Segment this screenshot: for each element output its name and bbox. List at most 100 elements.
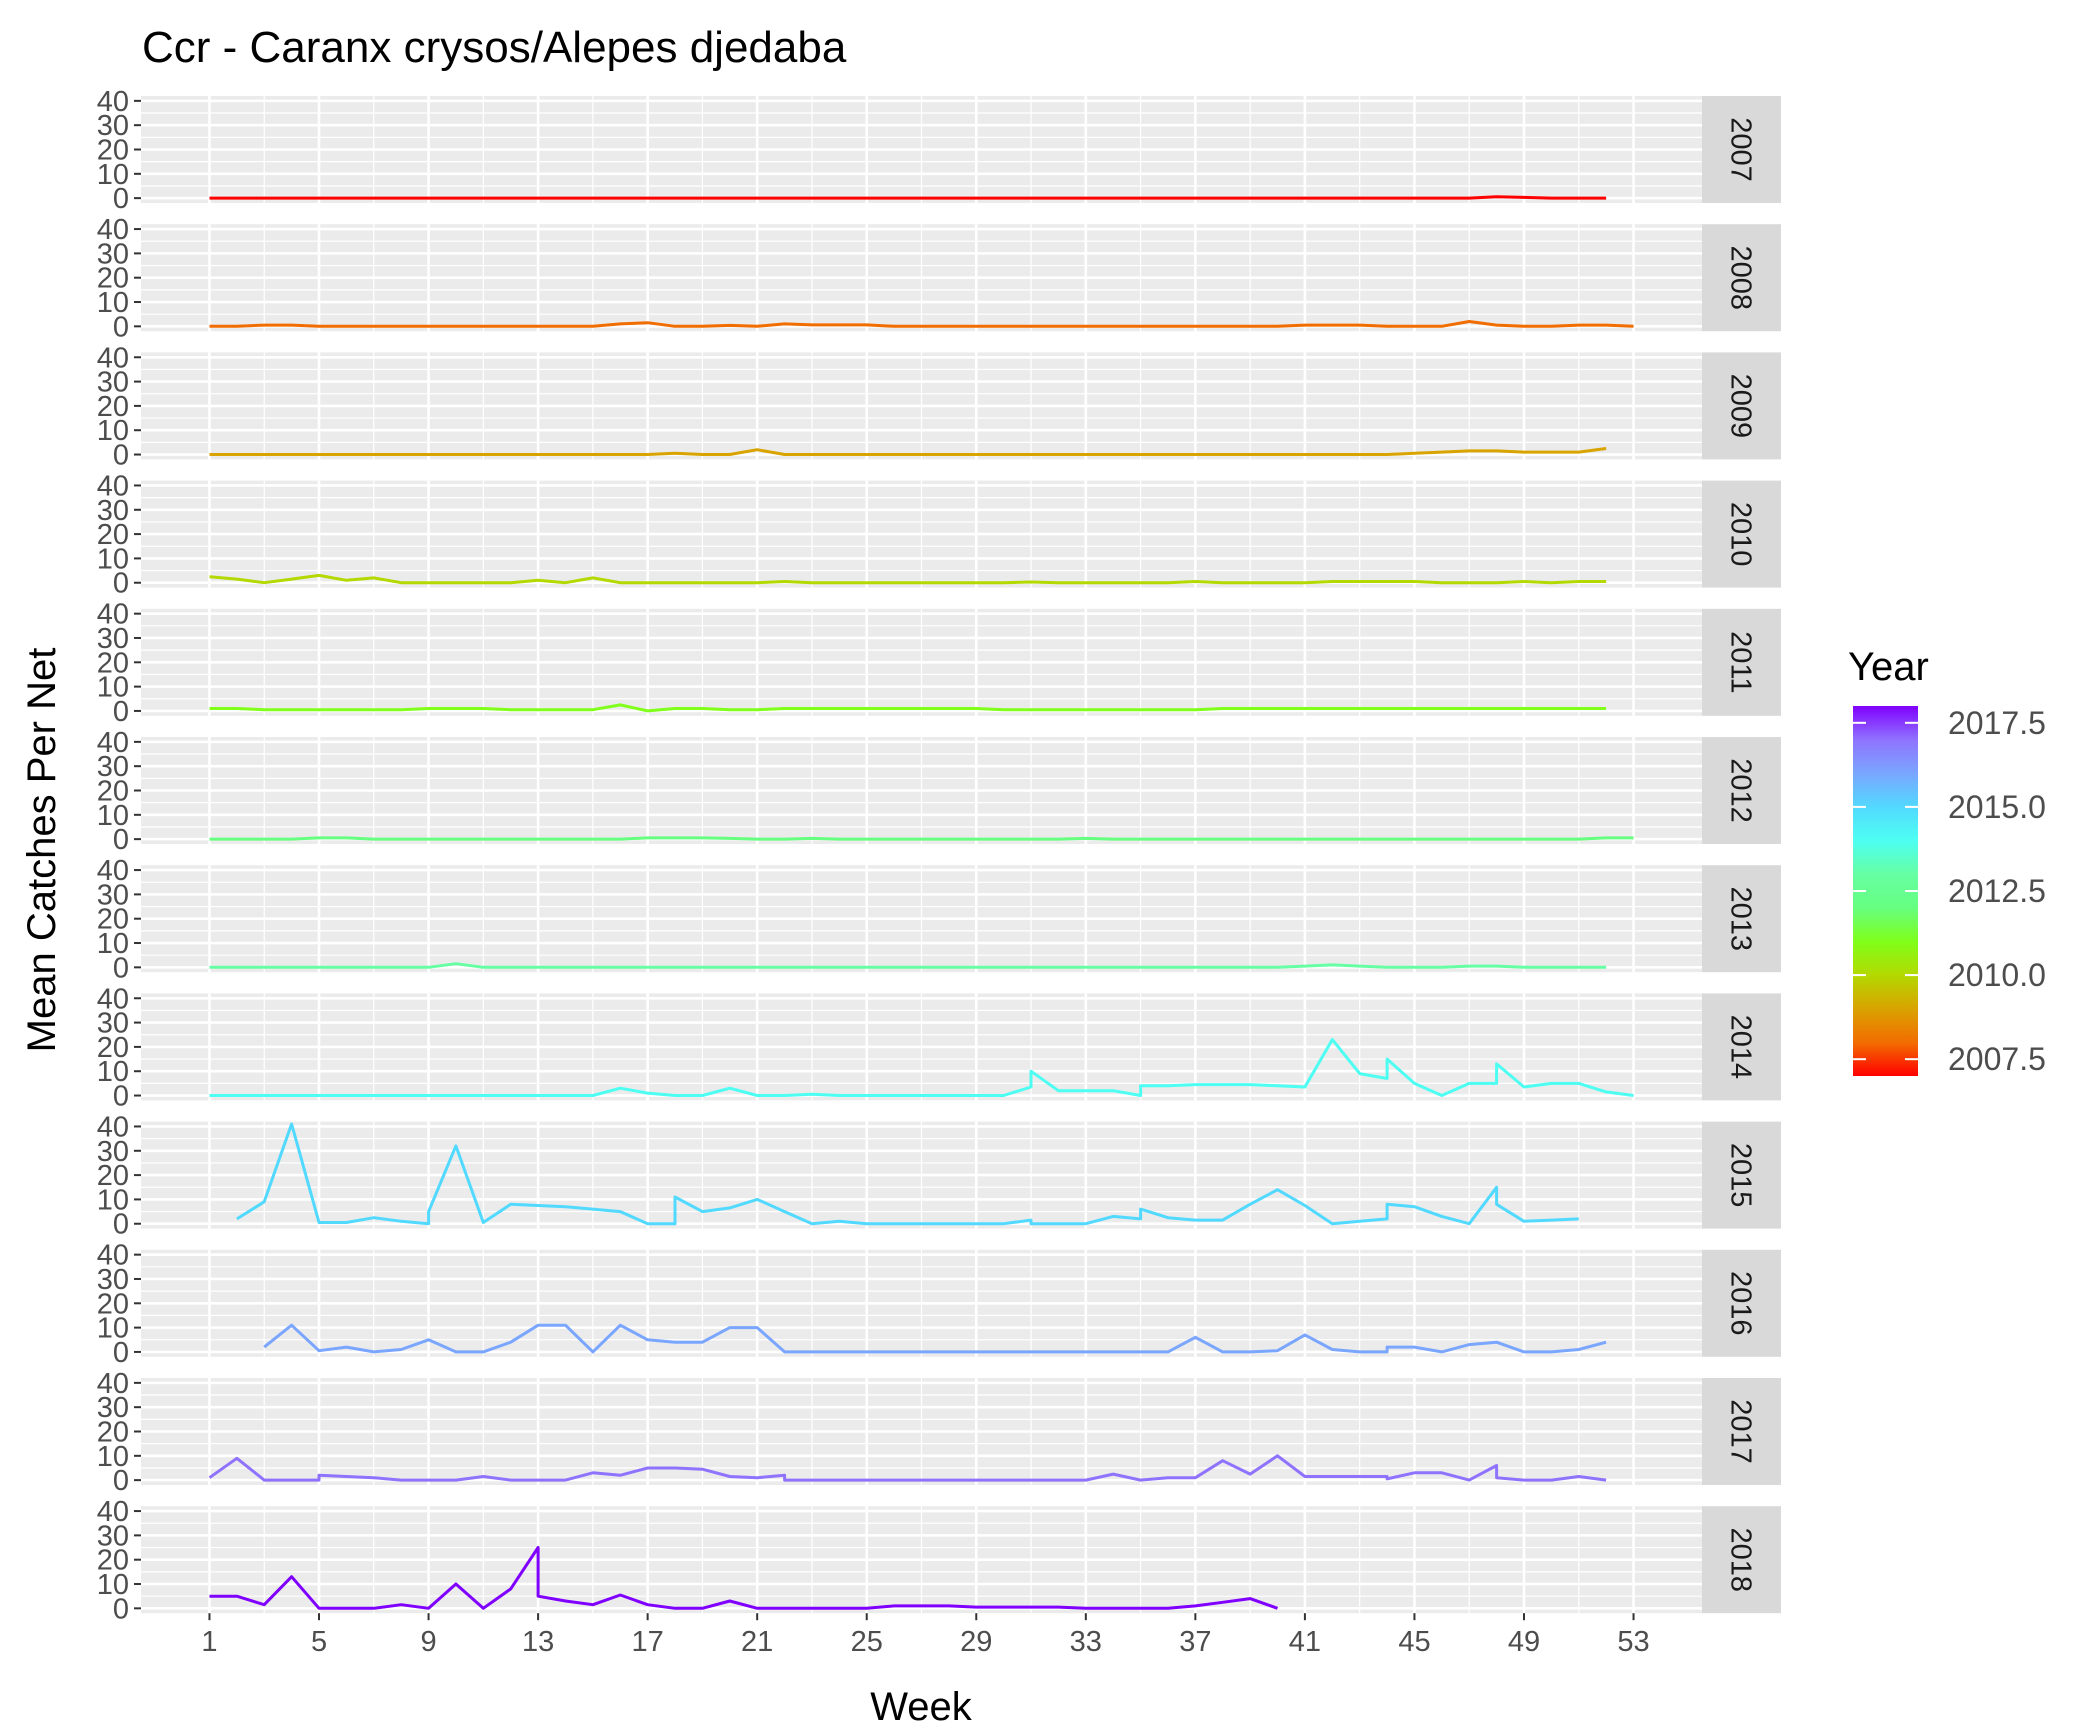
y-tick-label: 30 xyxy=(97,1520,129,1552)
y-tick-label: 0 xyxy=(113,1337,129,1369)
y-tick-label: 0 xyxy=(113,311,129,343)
facet-strip xyxy=(1702,1378,1781,1485)
facet-strip xyxy=(1702,608,1781,716)
legend-label: 2012.5 xyxy=(1948,873,2046,909)
series-line-2018 xyxy=(209,1546,1279,1610)
x-tick-label: 33 xyxy=(1070,1626,1102,1658)
y-tick-label: 10 xyxy=(97,1313,129,1345)
x-tick-label: 37 xyxy=(1179,1626,1211,1658)
facet-strip-label: 2017 xyxy=(1725,1399,1757,1464)
facet-strip xyxy=(1702,96,1781,203)
y-tick-label: 10 xyxy=(97,543,129,575)
y-tick-label: 20 xyxy=(97,647,129,679)
x-tick-label: 13 xyxy=(522,1626,554,1658)
y-tick-label: 0 xyxy=(113,183,129,215)
facet-strip-label: 2013 xyxy=(1725,886,1757,951)
y-tick-label: 20 xyxy=(97,776,129,808)
facet-strip xyxy=(1702,480,1781,588)
facet-strip xyxy=(1702,737,1781,844)
y-tick-label: 40 xyxy=(97,470,129,502)
facet-panels: 0102030402007010203040200801020304020090… xyxy=(97,86,1781,1625)
y-tick-label: 40 xyxy=(97,86,129,118)
y-tick-label: 40 xyxy=(97,727,129,759)
x-tick-label: 45 xyxy=(1398,1626,1430,1658)
y-tick-label: 10 xyxy=(97,287,129,319)
x-tick-label: 17 xyxy=(632,1626,664,1658)
facet-strip-label: 2008 xyxy=(1725,245,1757,310)
y-tick-label: 30 xyxy=(97,495,129,527)
y-tick-label: 0 xyxy=(113,1465,129,1497)
y-tick-label: 30 xyxy=(97,1008,129,1040)
y-tick-label: 40 xyxy=(97,1111,129,1143)
facet-strip-label: 2012 xyxy=(1725,758,1757,823)
y-tick-label: 30 xyxy=(97,623,129,655)
x-axis-title: Week xyxy=(870,1685,973,1729)
x-tick-label: 53 xyxy=(1617,1626,1649,1658)
y-tick-label: 30 xyxy=(97,1136,129,1168)
x-tick-label: 49 xyxy=(1508,1626,1540,1658)
y-tick-label: 10 xyxy=(97,415,129,447)
y-tick-label: 20 xyxy=(97,1545,129,1577)
series-line-2015 xyxy=(236,1122,1579,1226)
facet-strip xyxy=(1702,993,1781,1101)
y-tick-label: 40 xyxy=(97,1368,129,1400)
y-tick-label: 20 xyxy=(97,1417,129,1449)
facet-strip-label: 2009 xyxy=(1725,374,1757,439)
legend-ticks: 2017.5 2015.0 2012.5 2010.0 2007.5 xyxy=(1853,705,2046,1077)
legend: Year 2017.5 2015.0 2012.5 2010.0 2007.5 xyxy=(1848,645,2046,1077)
series-line-2012 xyxy=(209,836,1634,841)
facet-strip xyxy=(1702,865,1781,973)
y-tick-label: 40 xyxy=(97,599,129,631)
y-tick-label: 30 xyxy=(97,879,129,911)
y-axis-title: Mean Catches Per Net xyxy=(20,648,64,1053)
facet-strip-label: 2010 xyxy=(1725,502,1757,567)
y-tick-label: 10 xyxy=(97,159,129,191)
y-tick-label: 30 xyxy=(97,110,129,142)
facet-strip xyxy=(1702,1121,1781,1229)
facet-strip-label: 2016 xyxy=(1725,1271,1757,1336)
series-line-2008 xyxy=(209,320,1634,328)
legend-label: 2017.5 xyxy=(1948,705,2046,741)
y-tick-label: 10 xyxy=(97,800,129,832)
facet-strip xyxy=(1702,352,1781,460)
y-tick-label: 30 xyxy=(97,238,129,270)
facet-strip xyxy=(1702,224,1781,332)
series-line-2009 xyxy=(209,447,1607,456)
y-tick-label: 10 xyxy=(97,1441,129,1473)
x-tick-label: 1 xyxy=(201,1626,217,1658)
series-line-2007 xyxy=(209,195,1607,200)
y-tick-label: 40 xyxy=(97,1240,129,1272)
x-tick-label: 41 xyxy=(1289,1626,1321,1658)
y-tick-label: 20 xyxy=(97,1032,129,1064)
x-axis: 1 5 9 13 17 21 25 29 33 37 41 45 49 53 xyxy=(201,1613,1650,1658)
facet-strip-label: 2011 xyxy=(1725,631,1757,693)
y-tick-label: 20 xyxy=(97,263,129,295)
legend-label: 2015.0 xyxy=(1948,789,2046,825)
y-tick-label: 0 xyxy=(113,1081,129,1113)
y-tick-label: 10 xyxy=(97,672,129,704)
series-line-2016 xyxy=(263,1323,1607,1354)
x-tick-label: 25 xyxy=(851,1626,883,1658)
facet-strip xyxy=(1702,1506,1781,1614)
y-tick-label: 0 xyxy=(113,1209,129,1241)
y-tick-label: 30 xyxy=(97,367,129,399)
x-tick-label: 5 xyxy=(311,1626,327,1658)
y-tick-label: 10 xyxy=(97,928,129,960)
y-tick-label: 0 xyxy=(113,952,129,984)
y-tick-label: 20 xyxy=(97,904,129,936)
y-tick-label: 20 xyxy=(97,1288,129,1320)
y-tick-label: 20 xyxy=(97,1160,129,1192)
y-tick-label: 40 xyxy=(97,214,129,246)
series-line-2014 xyxy=(209,1038,1634,1097)
x-tick-label: 21 xyxy=(741,1626,773,1658)
facet-strip-label: 2018 xyxy=(1725,1527,1757,1592)
y-tick-label: 0 xyxy=(113,824,129,856)
